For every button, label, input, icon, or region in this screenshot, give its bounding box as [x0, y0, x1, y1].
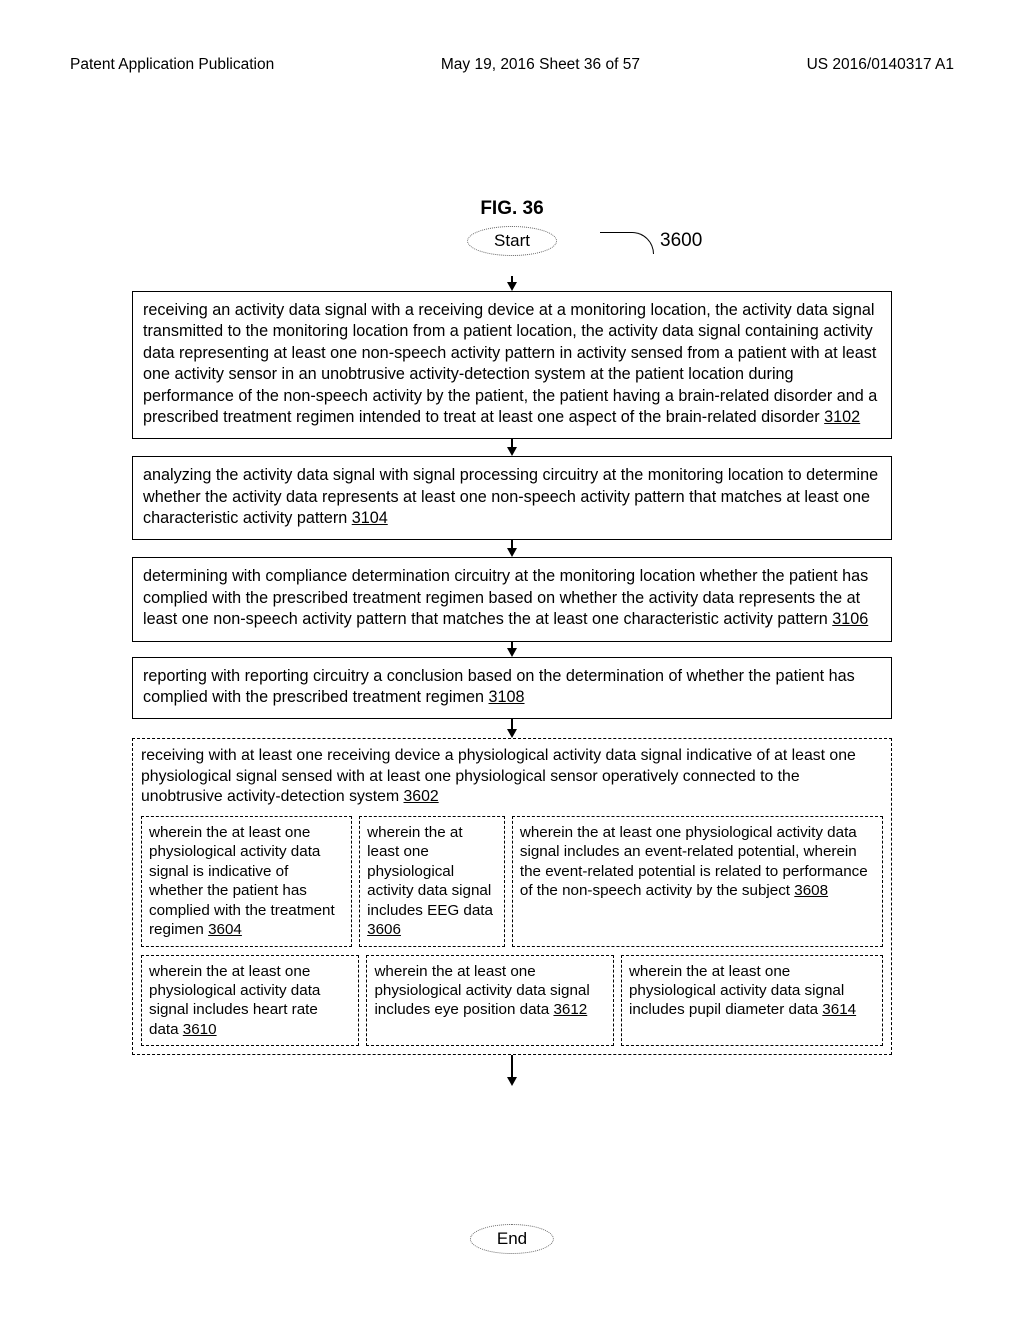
sub-text: wherein the at least one physiological a… [367, 824, 493, 919]
page-header: Patent Application Publication May 19, 2… [0, 56, 1024, 74]
step-text: analyzing the activity data signal with … [143, 466, 878, 527]
sub-box-3612: wherein the at least one physiological a… [366, 955, 614, 1047]
step-ref: 3108 [489, 688, 525, 706]
step-box-3104: analyzing the activity data signal with … [132, 456, 892, 540]
arrow-down-icon [507, 1077, 517, 1086]
dashed-text: receiving with at least one receiving de… [141, 747, 856, 805]
connector [511, 719, 512, 729]
figure-title: FIG. 36 [480, 198, 543, 220]
arrow-down-icon [507, 548, 517, 557]
connector [511, 540, 512, 548]
arrow-down-icon [507, 648, 517, 657]
ref-connector [600, 232, 654, 254]
sub-box-3606: wherein the at least one physiological a… [359, 816, 505, 947]
step-ref: 3602 [404, 788, 439, 805]
arrow-down-icon [507, 447, 517, 456]
sub-row-2: wherein the at least one physiological a… [141, 955, 883, 1047]
sub-box-3610: wherein the at least one physiological a… [141, 955, 359, 1047]
step-box-3102: receiving an activity data signal with a… [132, 291, 892, 439]
step-ref: 3610 [183, 1021, 217, 1038]
dashed-group-3602: receiving with at least one receiving de… [132, 738, 892, 1055]
arrow-down-icon [507, 282, 517, 291]
figure-ref-number: 3600 [660, 230, 702, 252]
sub-box-3604: wherein the at least one physiological a… [141, 816, 352, 947]
header-right: US 2016/0140317 A1 [807, 56, 954, 74]
step-box-3108: reporting with reporting circuitry a con… [132, 657, 892, 720]
step-text: receiving an activity data signal with a… [143, 301, 877, 426]
step-box-3106: determining with compliance determinatio… [132, 557, 892, 641]
sub-row-1: wherein the at least one physiological a… [141, 816, 883, 947]
step-ref: 3612 [553, 1001, 587, 1018]
step-ref: 3106 [832, 610, 868, 628]
sub-box-3608: wherein the at least one physiological a… [512, 816, 883, 947]
header-left: Patent Application Publication [70, 56, 274, 74]
connector [511, 439, 512, 447]
step-ref: 3606 [367, 921, 401, 938]
sub-text: wherein the at least one physiological a… [629, 963, 844, 1019]
step-ref: 3614 [822, 1001, 856, 1018]
sub-text: wherein the at least one physiological a… [149, 963, 320, 1038]
connector [511, 1055, 512, 1077]
dashed-main-text: receiving with at least one receiving de… [141, 746, 883, 808]
arrow-down-icon [507, 729, 517, 738]
step-ref: 3104 [352, 509, 388, 527]
step-ref: 3604 [208, 921, 242, 938]
start-node: Start [467, 226, 557, 256]
step-text: determining with compliance determinatio… [143, 567, 868, 628]
flow-column: receiving an activity data signal with a… [132, 276, 892, 1086]
sub-box-3614: wherein the at least one physiological a… [621, 955, 883, 1047]
header-center: May 19, 2016 Sheet 36 of 57 [441, 56, 640, 74]
step-ref: 3608 [794, 882, 828, 899]
step-ref: 3102 [824, 408, 860, 426]
end-node: End [470, 1224, 554, 1254]
